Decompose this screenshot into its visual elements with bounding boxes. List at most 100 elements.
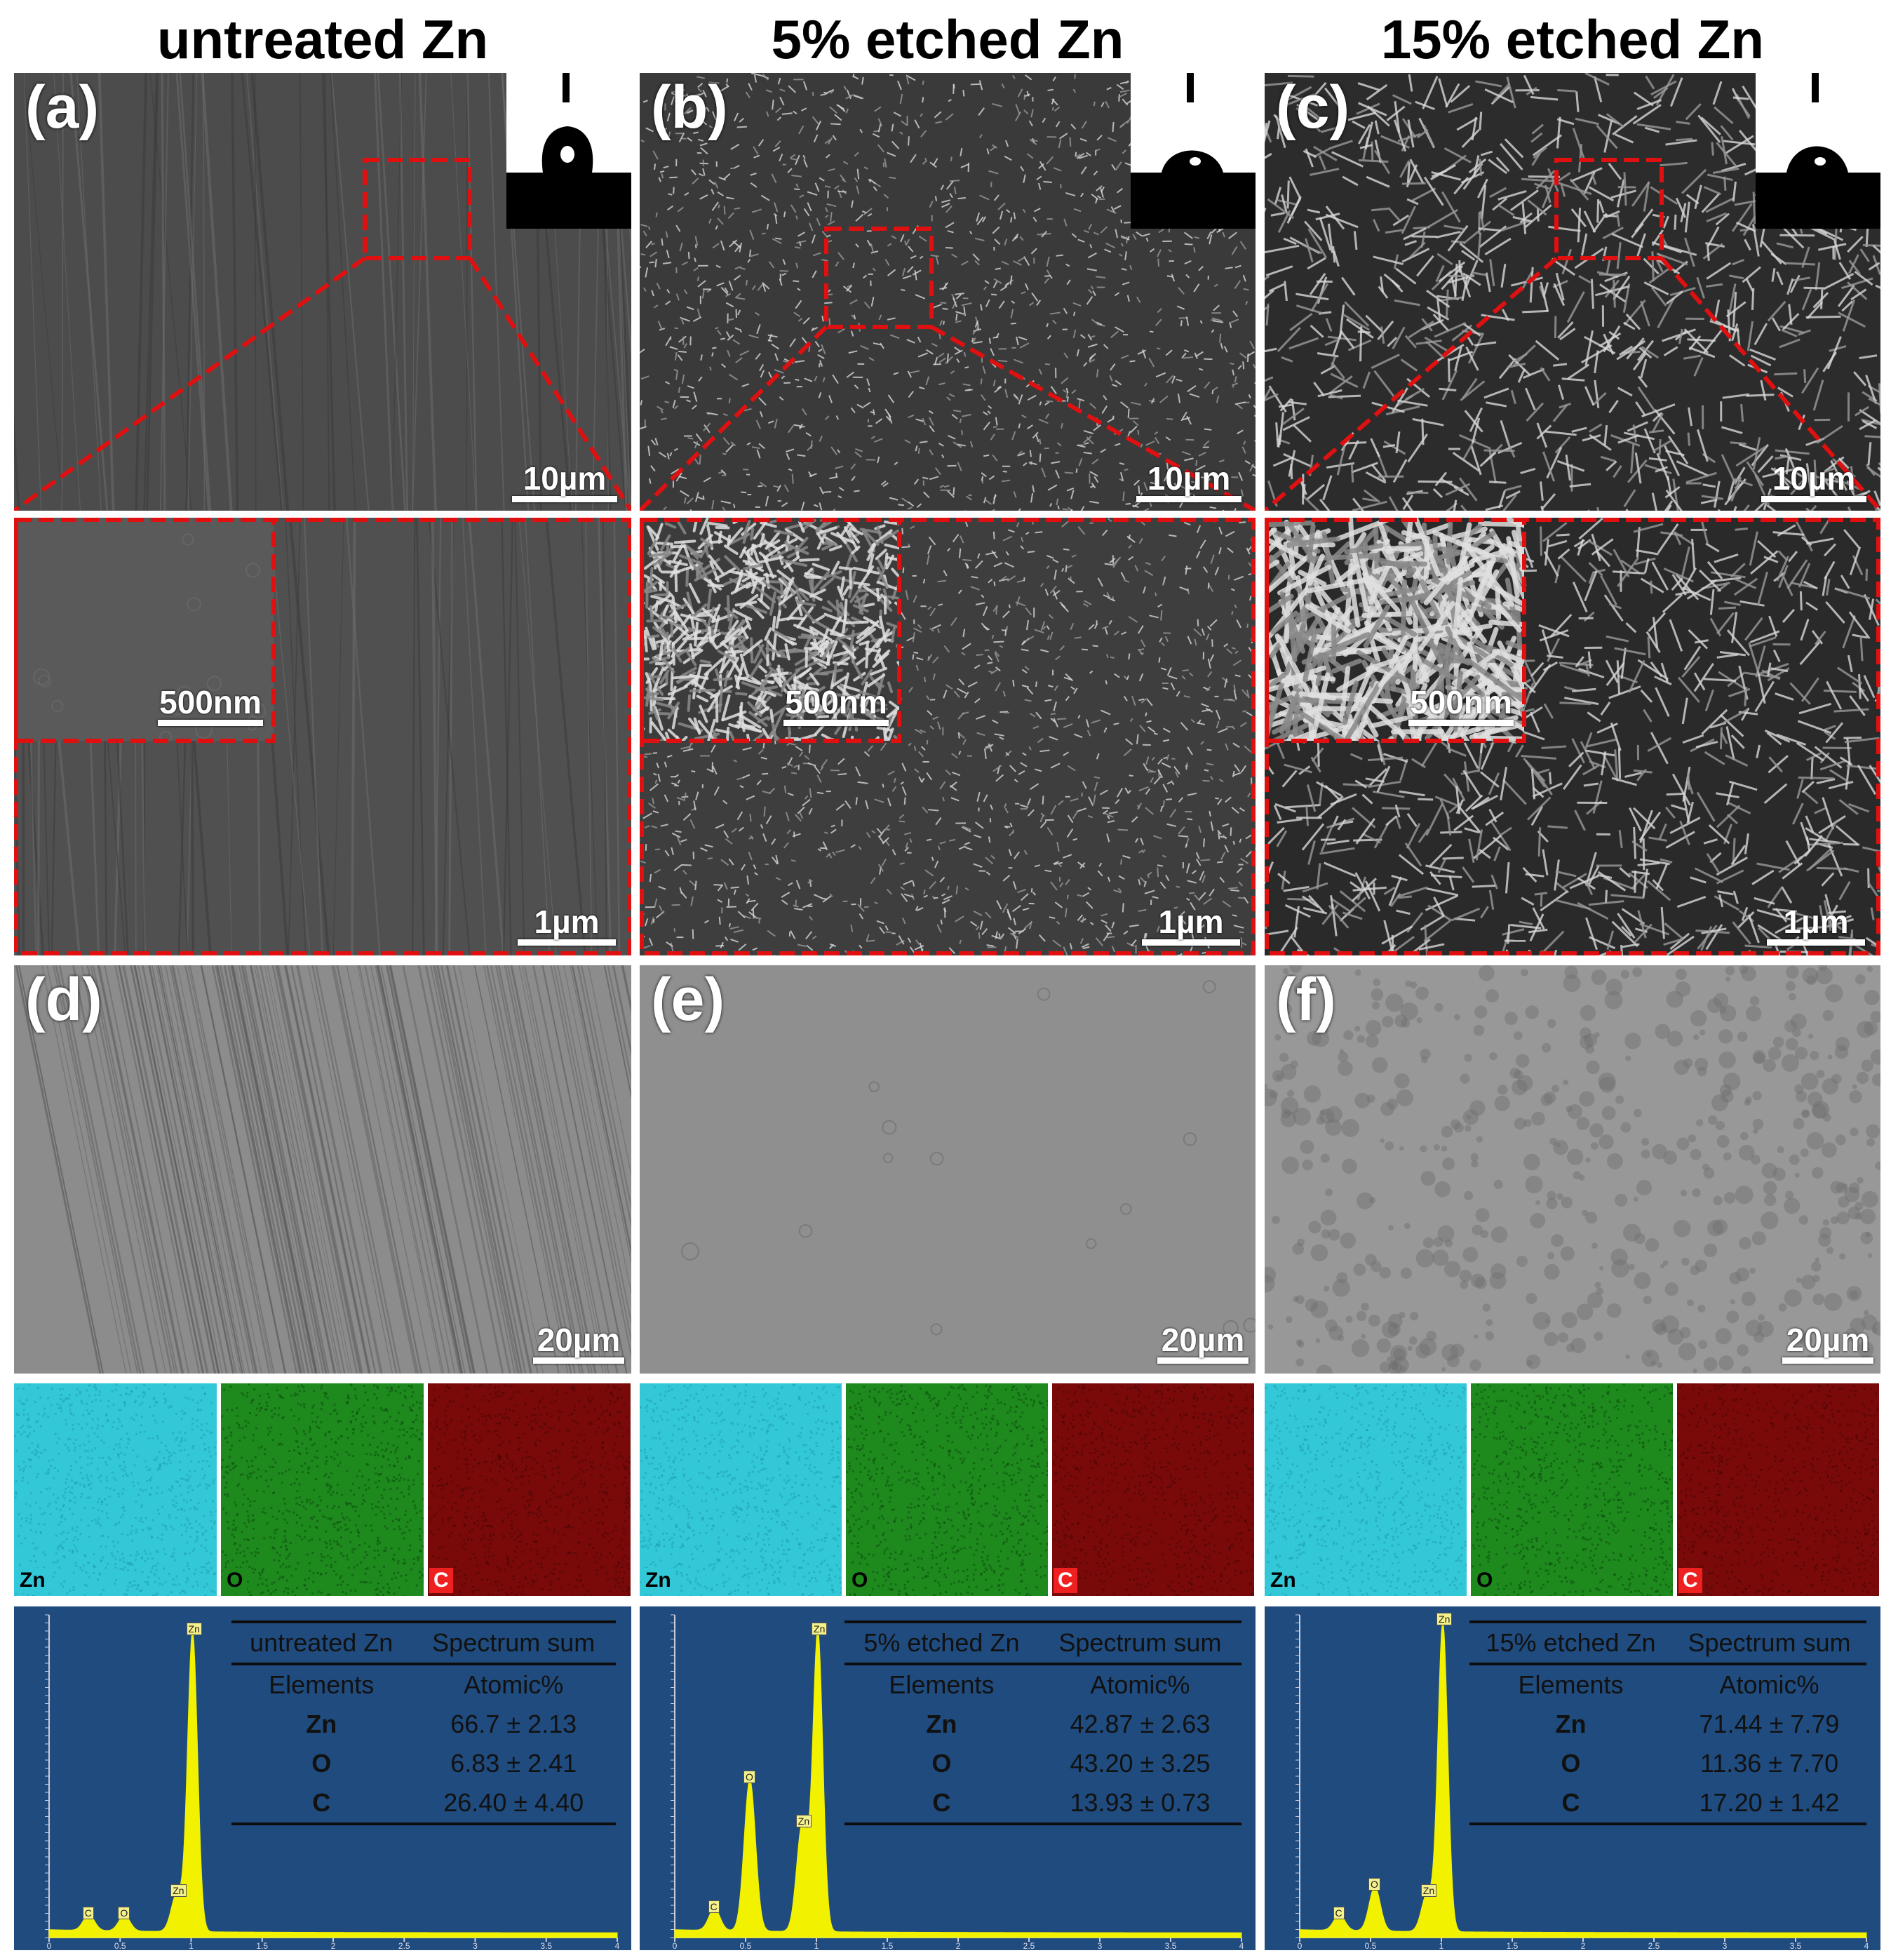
peak-label: Zn [170,1884,187,1897]
scale-bar-map-label: 20µm [1161,1322,1245,1358]
spectrum-tick-label: 2 [956,1941,961,1950]
spectrum-tick-label: 2 [331,1941,336,1950]
scale-bar-overview: 10µm [505,461,624,502]
scale-bar-zoom-bar [518,939,616,946]
element-cell: O [931,1749,952,1778]
panel-letter: (e) [651,966,725,1033]
eds-map-c: C [1677,1383,1879,1596]
atomic-value-cell: 17.20 ± 1.42 [1672,1783,1866,1825]
spectrum-curve [1299,1622,1867,1938]
spectrum-tick-label: 3 [1723,1941,1728,1950]
atomic-value-cell: 11.36 ± 7.70 [1700,1749,1839,1778]
spectrum-tick-label: 3 [473,1941,478,1950]
sem-overview: (a) 10µm [14,73,631,511]
spectrum-sum-header: Spectrum sum [1672,1620,1866,1665]
contact-angle-inset [1756,73,1880,229]
spectrum-tick-label: 4 [1864,1941,1869,1950]
table-row: Zn 66.7 ± 2.13 [231,1705,616,1744]
scale-bar-map: 20µm [1775,1322,1880,1364]
table-row: C 17.20 ± 1.42 [1469,1783,1866,1825]
eds-map-label: O [847,1568,873,1593]
spectrum-tick-label: 0.5 [740,1941,752,1950]
spectrum-tick-label: 0 [47,1941,52,1950]
scale-bar-inset-label: 500nm [159,684,262,720]
spectrum-tick-label: 3.5 [1790,1941,1802,1950]
sem-mapping-area: (d) 20µm [14,965,631,1374]
contact-angle-inset [506,73,631,229]
scale-bar-map: 20µm [1150,1322,1256,1364]
atomic-header: Atomic% [464,1670,564,1699]
spectrum-tick-label: 0.5 [1365,1941,1377,1950]
table-header-row: 15% etched Zn Spectrum sum [1469,1620,1866,1665]
spectrum-tick-label: 3.5 [540,1941,552,1950]
element-cell: C [1469,1783,1672,1825]
spectrum-tick-label: 1 [1439,1941,1444,1950]
atomic-value-cell: 42.87 ± 2.63 [1070,1710,1211,1738]
scale-bar-map-bar [533,1357,624,1364]
peak-label: O [1368,1878,1380,1891]
eds-map-o: O [1471,1383,1673,1596]
peak-label: O [743,1771,755,1783]
eds-map-zn: Zn [14,1383,217,1596]
scale-bar-zoom-bar [1767,939,1865,946]
scale-bar-inset-label: 500nm [1410,684,1512,720]
atomic-value-cell: 66.7 ± 2.13 [450,1710,577,1738]
spectrum-tick-label: 1.5 [256,1941,268,1950]
table-subheader-row: Elements Atomic% [231,1664,616,1705]
atomic-value-cell: 43.20 ± 3.25 [1070,1749,1211,1778]
scale-bar-zoom-label: 1µm [1158,904,1224,940]
column-title: 5% etched Zn [771,8,1124,70]
eds-map-o: O [846,1383,1048,1596]
scale-bar-zoom-bar [1142,939,1240,946]
table-subheader-row: Elements Atomic% [1469,1664,1866,1705]
panel-letter: (a) [25,74,100,141]
spectrum-tick-label: 0 [673,1941,678,1950]
sample-name: untreated Zn [231,1620,412,1665]
peak-label: Zn [1420,1884,1437,1897]
scale-bar-inset-bar [1408,720,1514,726]
scale-bar-zoom: 1µm [1135,904,1247,946]
element-cell: Zn [1555,1710,1587,1738]
eds-map-zn: Zn [1265,1383,1467,1596]
spectrum-curve [48,1631,618,1938]
sem-mapping-area: (e) 20µm [640,965,1256,1374]
spectrum-tick-label: 3.5 [1165,1941,1177,1950]
element-cell: Zn [926,1710,957,1738]
peak-label: Zn [186,1622,202,1635]
row-divider [640,511,1256,518]
table-row: C 13.93 ± 0.73 [844,1783,1241,1825]
elements-header: Elements [269,1670,375,1699]
eds-map-o: O [221,1383,424,1596]
eds-map-label: O [1472,1568,1497,1593]
sem-zoom: 500nm 1µm [1265,518,1880,955]
eds-spectrum: 0 0.5 1 1.5 2 2.5 3 3.5 4 C O Zn Zn 5% etched Zn Spect… [640,1606,1256,1950]
spectrum-curve [674,1629,1242,1938]
element-cell: Zn [306,1710,337,1738]
atomic-table: 15% etched Zn Spectrum sum Elements Atomic%… [1469,1620,1866,1825]
atomic-header: Atomic% [1719,1670,1819,1699]
scale-bar-overview: 10µm [1754,461,1873,502]
table-header-row: untreated Zn Spectrum sum [231,1620,616,1665]
peak-label: C [708,1900,720,1913]
element-cell: O [1561,1749,1581,1778]
peak-label: Zn [795,1815,812,1827]
peak-label: Zn [1436,1613,1453,1625]
spectrum-tick-label: 2.5 [398,1941,410,1950]
atomic-value-cell: 6.83 ± 2.41 [450,1749,577,1778]
eds-map-label: Zn [641,1568,675,1593]
atomic-header: Atomic% [1090,1670,1190,1699]
scale-bar-inset: 500nm [154,685,267,726]
eds-map-label: Zn [1266,1568,1300,1593]
scale-bar-zoom-label: 1µm [1783,904,1849,940]
eds-map-label: C [1678,1568,1702,1593]
sem-zoom: 500nm 1µm [14,518,631,955]
eds-map-c: C [428,1383,631,1596]
scale-bar-inset: 500nm [780,685,892,726]
panel-letter: (f) [1276,966,1336,1033]
table-row: O 43.20 ± 3.25 [844,1744,1241,1783]
table-row: Zn 71.44 ± 7.79 [1469,1705,1866,1744]
scale-bar-overview: 10µm [1129,461,1248,502]
eds-map-label: C [1054,1568,1077,1593]
panel-letter: (c) [1276,74,1350,141]
scale-bar-inset-bar [783,720,889,726]
